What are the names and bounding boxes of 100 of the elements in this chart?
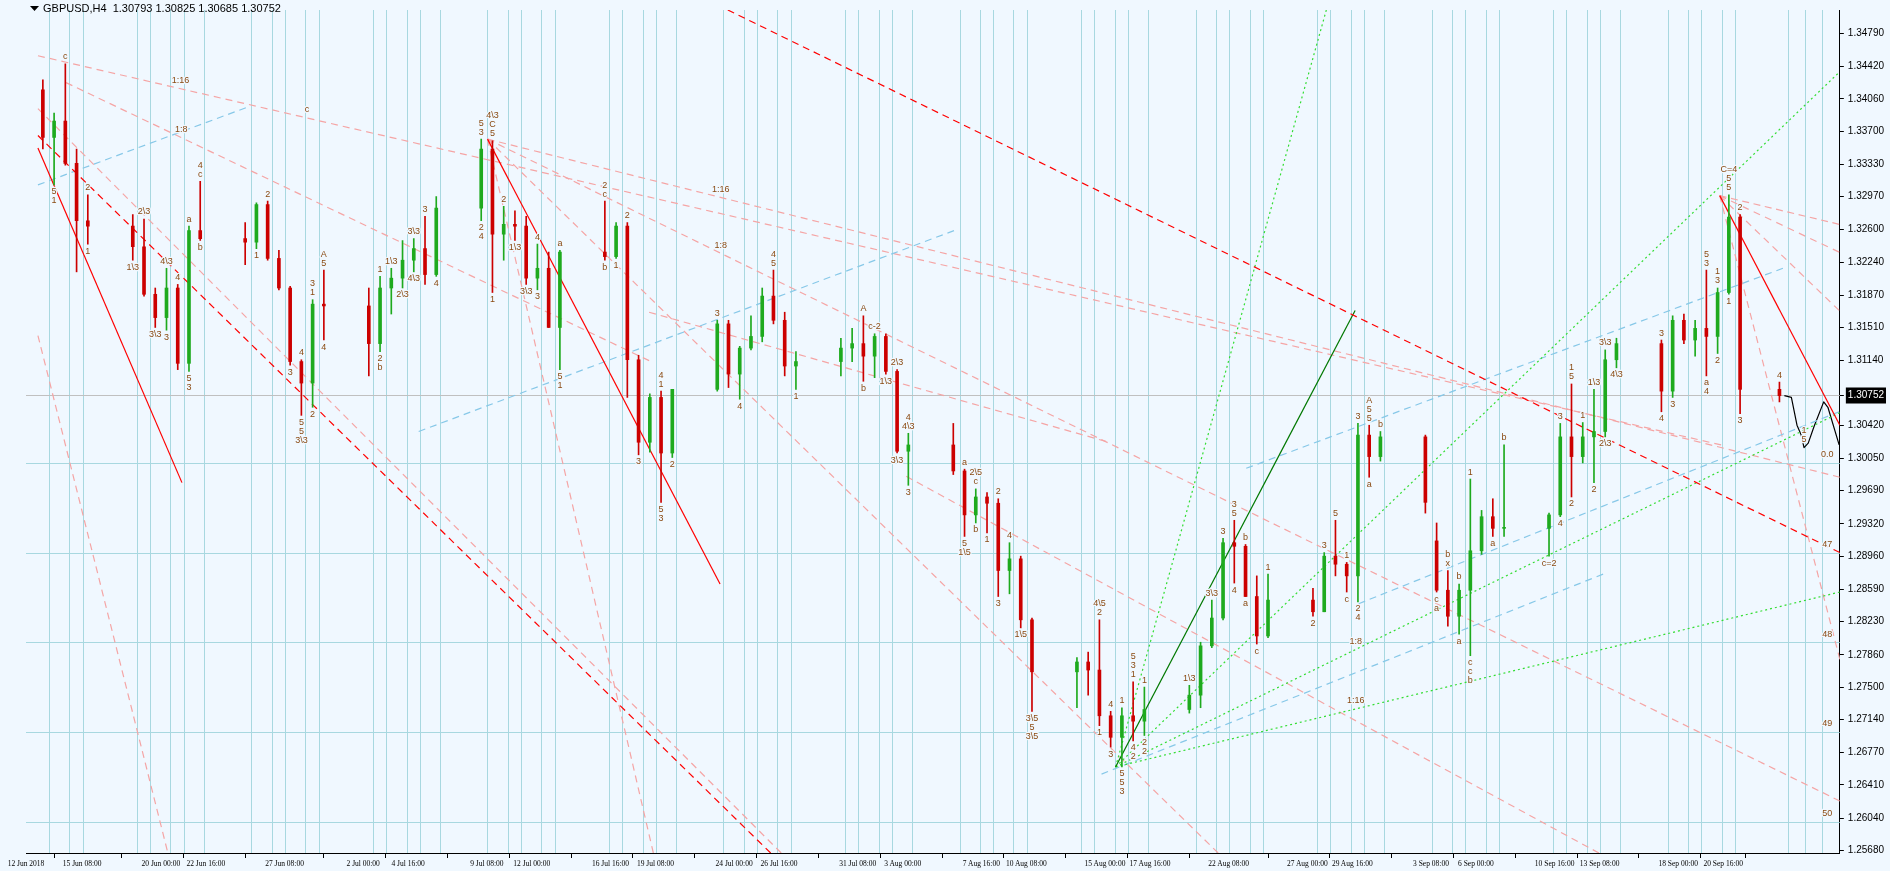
annotation: 1: [793, 390, 799, 401]
annotation: a: [1490, 537, 1496, 548]
annotation: 1: [613, 259, 619, 270]
annotation: 3: [658, 512, 664, 523]
annotation: 4\3: [486, 110, 499, 121]
annotation: 4: [534, 231, 540, 242]
annotation: 1: [1096, 727, 1102, 738]
annotation: 2: [377, 353, 383, 364]
annotation: 2: [602, 179, 608, 190]
annotation: c: [973, 476, 979, 487]
annotation: 1:16: [712, 183, 730, 194]
annotation: 1: [557, 380, 563, 391]
annotation: 5: [1029, 721, 1035, 732]
y-tick-label: 1.30050: [1847, 452, 1885, 464]
annotation: c: [602, 188, 608, 199]
annotation: 1\3: [126, 261, 140, 272]
annotation: 2: [1355, 603, 1361, 614]
annotation: 5: [1119, 768, 1125, 779]
annotation: b: [973, 524, 979, 535]
annotation: 4\3: [1610, 369, 1623, 380]
annotation: 2: [1141, 737, 1147, 747]
annotation: 3\3: [149, 328, 162, 339]
annotation: 1:16: [171, 75, 190, 86]
annotation: 5: [489, 128, 495, 139]
y-tick-label: 1.32240: [1847, 255, 1885, 267]
annotation: 3: [905, 486, 911, 497]
annotation: 4: [1776, 369, 1782, 380]
annotation: 1:8: [714, 239, 728, 250]
annotation: 4: [1130, 742, 1136, 753]
annotation: 4: [433, 277, 439, 288]
annotation: c: [197, 168, 203, 179]
annotation: 4\5: [1093, 598, 1106, 609]
annotation: 48: [1822, 628, 1833, 639]
annotation: 5: [1366, 403, 1372, 414]
annotation: 3: [636, 456, 642, 467]
annotation: 4: [197, 159, 203, 170]
annotation: 5: [962, 537, 968, 548]
y-tick-label: 1.28960: [1847, 549, 1885, 561]
annotation: 3: [1670, 398, 1676, 409]
annotation: 2: [1310, 617, 1316, 628]
annotation: 3: [186, 381, 192, 392]
annotation: 2: [1096, 607, 1102, 618]
annotation: 5: [321, 257, 327, 268]
annotation: 5: [186, 372, 192, 383]
annotation: b: [602, 261, 608, 272]
annotation: C=4: [1720, 164, 1738, 175]
y-tick-label: 1.31870: [1847, 288, 1885, 300]
annotation: 4: [1658, 413, 1664, 424]
annotation: 1\5: [1014, 629, 1027, 640]
annotation: 3: [1355, 410, 1361, 421]
annotation: 3: [310, 278, 316, 289]
annotation: 5: [1119, 777, 1125, 788]
annotation: 2\3: [396, 289, 409, 300]
annotation: 1: [1715, 266, 1721, 277]
annotation: b: [1467, 675, 1473, 686]
annotation: c=2: [1541, 557, 1557, 568]
annotation: 2: [265, 188, 271, 199]
annotation: 3\3: [519, 285, 533, 296]
annotation: 1: [1467, 466, 1473, 477]
annotation: b: [1456, 571, 1462, 582]
y-tick-label: 1.29690: [1847, 484, 1885, 496]
annotation: 5: [770, 257, 776, 268]
annotation: 5: [51, 186, 57, 197]
annotation: 3: [714, 307, 720, 318]
annotation: c: [1254, 645, 1260, 656]
annotation: c: [304, 104, 310, 115]
annotation: 1\3: [879, 375, 893, 386]
annotation: 1: [1801, 425, 1807, 436]
annotation: 3\3: [1598, 337, 1612, 348]
annotation: 3: [1737, 415, 1743, 426]
annotation: 1:8: [174, 123, 188, 134]
annotation: c: [1434, 593, 1440, 604]
y-tick-label: 1.28590: [1847, 583, 1885, 595]
annotation: b: [1501, 432, 1507, 443]
y-tick-label: 1.33330: [1847, 158, 1885, 169]
y-tick-label: 1.26040: [1847, 811, 1885, 823]
annotation: a: [1434, 602, 1440, 613]
annotation: 1: [377, 263, 383, 274]
annotation: 4\3: [902, 420, 915, 431]
annotation: 1: [51, 195, 57, 206]
annotation: 1: [310, 287, 316, 298]
annotation: 3: [1715, 275, 1721, 286]
annotation: c: [63, 51, 69, 62]
annotation: c: [1468, 657, 1474, 668]
y-tick-label: 1.27500: [1847, 680, 1885, 692]
annotation: 5: [1726, 173, 1732, 184]
annotation: 1: [658, 378, 664, 389]
annotation: 4\3: [407, 273, 421, 284]
annotation: 1\3: [1183, 672, 1196, 683]
annotation: 3: [1130, 660, 1136, 671]
annotation: b: [197, 241, 203, 252]
annotation: 1: [1141, 674, 1147, 685]
chart-title: GBPUSD,H4 1.30793 1.30825 1.30685 1.30752: [43, 2, 281, 14]
annotation: 1: [1568, 362, 1575, 373]
annotation: 2\3: [1598, 438, 1612, 449]
annotation: 2: [478, 222, 484, 233]
annotation: b: [377, 362, 383, 373]
annotation: 5: [478, 117, 484, 128]
y-tick-label: 1.27140: [1847, 713, 1885, 725]
annotation: 2: [501, 193, 507, 204]
